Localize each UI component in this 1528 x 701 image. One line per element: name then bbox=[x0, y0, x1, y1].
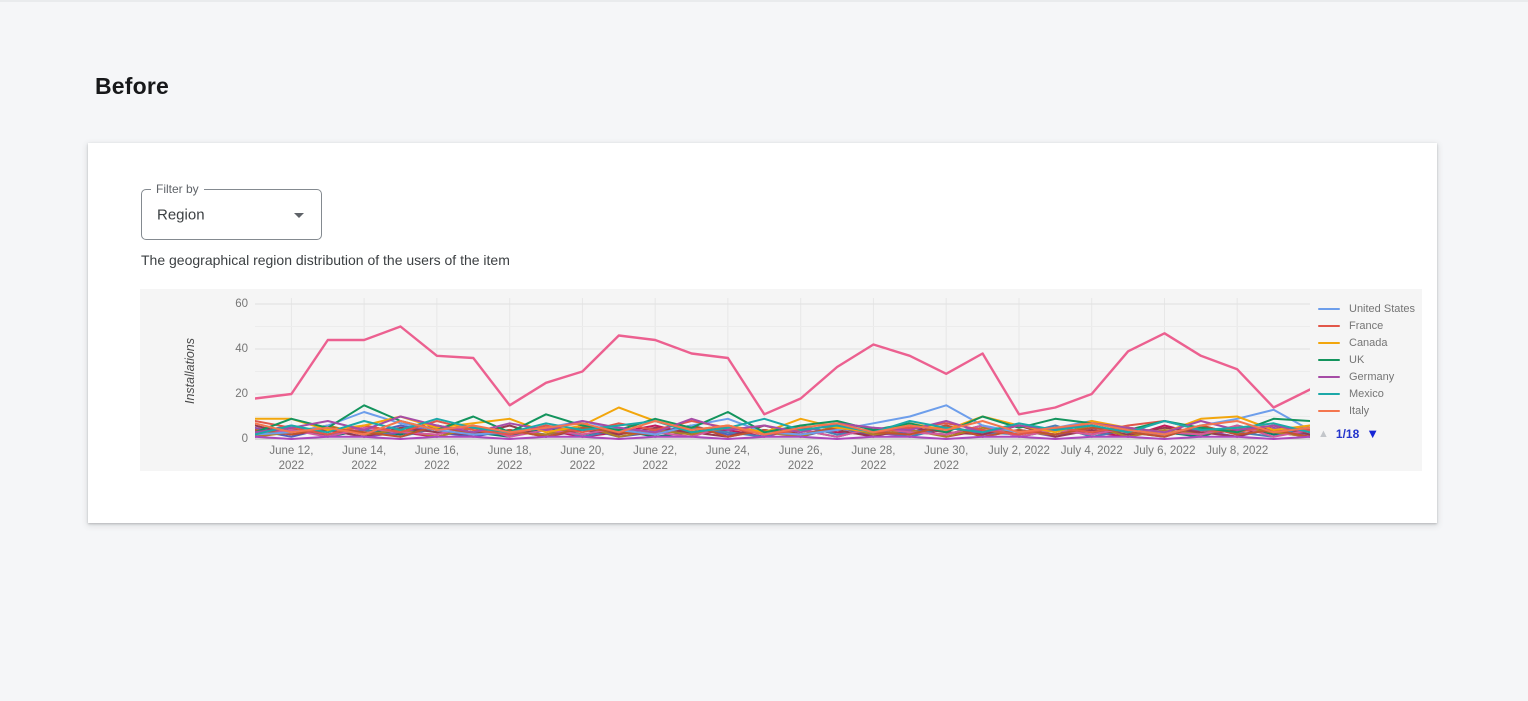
legend-item: Germany bbox=[1318, 371, 1420, 383]
legend-label: United States bbox=[1349, 303, 1416, 315]
x-tick-label: June 16, 2022 bbox=[414, 445, 459, 472]
legend-label: France bbox=[1349, 320, 1384, 332]
legend-swatch bbox=[1318, 341, 1340, 345]
y-tick-label: 60 bbox=[235, 298, 248, 310]
legend-item: Italy bbox=[1318, 405, 1420, 417]
legend-swatch bbox=[1318, 392, 1340, 396]
x-tick-label: June 22, 2022 bbox=[633, 445, 678, 472]
legend-item: UK bbox=[1318, 354, 1420, 366]
page-title: Before bbox=[95, 73, 170, 99]
legend-page-up-icon[interactable]: ▲ bbox=[1318, 427, 1329, 440]
legend-label: Germany bbox=[1349, 371, 1395, 383]
x-tick-label: July 4, 2022 bbox=[1060, 445, 1123, 457]
legend-swatch bbox=[1318, 307, 1340, 311]
legend-label: Mexico bbox=[1349, 388, 1384, 400]
y-tick-label: 20 bbox=[235, 388, 248, 400]
legend-item: Mexico bbox=[1318, 388, 1420, 400]
legend-pager: ▲ 1/18 ▼ bbox=[1318, 426, 1379, 441]
legend-label: Italy bbox=[1349, 405, 1370, 417]
x-tick-label: July 6, 2022 bbox=[1133, 445, 1196, 457]
legend-item: France bbox=[1318, 320, 1420, 332]
x-tick-label: July 2, 2022 bbox=[987, 445, 1050, 457]
x-tick-label: June 12, 2022 bbox=[269, 445, 314, 472]
filter-by-label: Filter by bbox=[151, 182, 204, 196]
x-tick-label: June 18, 2022 bbox=[487, 445, 532, 472]
legend-swatch bbox=[1318, 324, 1340, 328]
dropdown-arrow-icon bbox=[294, 212, 304, 218]
legend-swatch bbox=[1318, 409, 1340, 413]
legend-swatch bbox=[1318, 358, 1340, 362]
y-axis-title: Installations bbox=[183, 338, 197, 405]
x-tick-label: July 8, 2022 bbox=[1206, 445, 1269, 457]
filter-by-select[interactable]: Filter by Region bbox=[141, 182, 322, 240]
x-tick-label: June 26, 2022 bbox=[778, 445, 823, 472]
x-tick-label: June 24, 2022 bbox=[705, 445, 750, 472]
chart-description: The geographical region distribution of … bbox=[141, 252, 510, 268]
legend-page-down-icon[interactable]: ▼ bbox=[1366, 426, 1380, 441]
chart-panel: Installations 0 20 40 60 June 12, 2022 June … bbox=[140, 289, 1422, 472]
x-tick-label: June 20, 2022 bbox=[560, 445, 605, 472]
x-tick-label: June 14, 2022 bbox=[342, 445, 387, 472]
legend-item: United States bbox=[1318, 303, 1420, 315]
chart-legend: United States France Canada UK Germany Mexico… bbox=[1318, 303, 1420, 422]
x-tick-label: June 28, 2022 bbox=[851, 445, 896, 472]
y-tick-label: 40 bbox=[235, 343, 248, 355]
y-tick-label: 0 bbox=[241, 433, 248, 445]
filter-by-value: Region bbox=[157, 206, 205, 223]
legend-page-indicator: 1/18 bbox=[1335, 426, 1360, 441]
x-tick-label: June 30, 2022 bbox=[924, 445, 969, 472]
legend-item: Canada bbox=[1318, 337, 1420, 349]
legend-swatch bbox=[1318, 375, 1340, 379]
legend-label: UK bbox=[1349, 354, 1365, 366]
report-card: Filter by Region The geographical region… bbox=[88, 143, 1437, 523]
legend-label: Canada bbox=[1349, 337, 1388, 349]
line-chart[interactable] bbox=[255, 296, 1310, 440]
